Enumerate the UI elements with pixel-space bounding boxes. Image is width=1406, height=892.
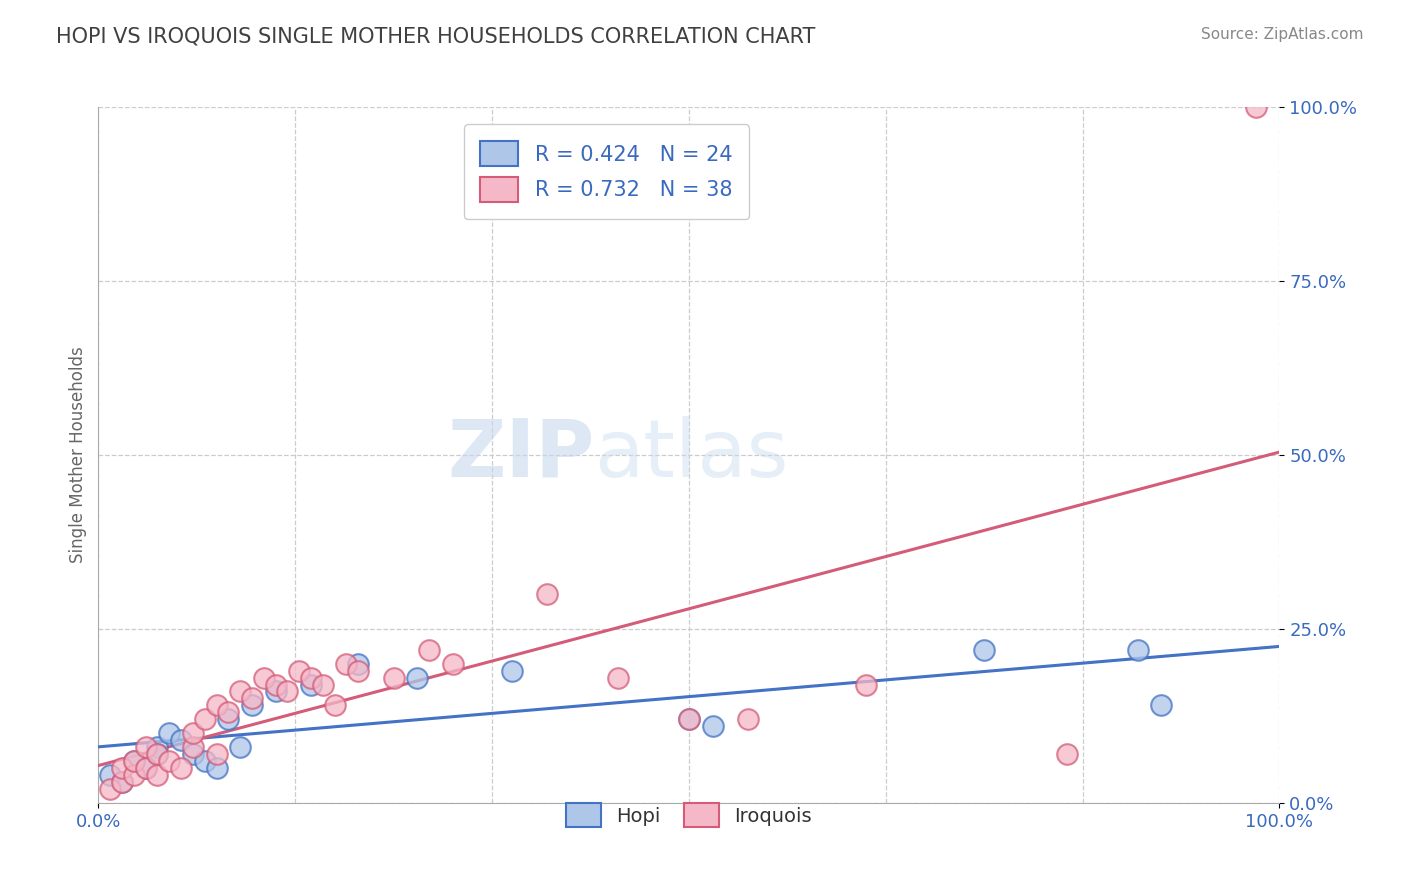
Point bbox=[288, 664, 311, 678]
Point bbox=[181, 740, 204, 755]
Point bbox=[347, 657, 370, 671]
Point bbox=[347, 664, 370, 678]
Point bbox=[1244, 100, 1267, 114]
Point bbox=[146, 740, 169, 755]
Point bbox=[312, 677, 335, 691]
Point bbox=[229, 740, 252, 755]
Point bbox=[441, 657, 464, 671]
Point bbox=[1150, 698, 1173, 713]
Point bbox=[264, 677, 287, 691]
Point bbox=[170, 733, 193, 747]
Point bbox=[253, 671, 276, 685]
Point bbox=[229, 684, 252, 698]
Point bbox=[170, 761, 193, 775]
Point bbox=[111, 775, 134, 789]
Point bbox=[240, 698, 263, 713]
Point bbox=[157, 726, 180, 740]
Point bbox=[122, 754, 145, 768]
Point bbox=[737, 712, 759, 726]
Text: ZIP: ZIP bbox=[447, 416, 595, 494]
Point bbox=[276, 684, 298, 698]
Point bbox=[205, 698, 228, 713]
Point bbox=[264, 684, 287, 698]
Point bbox=[855, 677, 877, 691]
Point bbox=[122, 754, 145, 768]
Text: Source: ZipAtlas.com: Source: ZipAtlas.com bbox=[1201, 27, 1364, 42]
Y-axis label: Single Mother Households: Single Mother Households bbox=[69, 347, 87, 563]
Point bbox=[122, 768, 145, 782]
Point bbox=[217, 706, 239, 720]
Point bbox=[1126, 642, 1149, 657]
Point bbox=[181, 726, 204, 740]
Point bbox=[240, 691, 263, 706]
Point bbox=[973, 642, 995, 657]
Text: atlas: atlas bbox=[595, 416, 789, 494]
Point bbox=[678, 712, 700, 726]
Point bbox=[501, 664, 523, 678]
Point bbox=[146, 747, 169, 761]
Point bbox=[135, 761, 157, 775]
Point bbox=[1056, 747, 1078, 761]
Point bbox=[135, 761, 157, 775]
Point bbox=[194, 712, 217, 726]
Point bbox=[299, 671, 322, 685]
Point bbox=[323, 698, 346, 713]
Point bbox=[205, 747, 228, 761]
Point bbox=[181, 747, 204, 761]
Point bbox=[111, 761, 134, 775]
Point bbox=[418, 642, 440, 657]
Point bbox=[382, 671, 405, 685]
Point bbox=[111, 775, 134, 789]
Point bbox=[98, 781, 121, 796]
Point bbox=[98, 768, 121, 782]
Point bbox=[406, 671, 429, 685]
Legend: Hopi, Iroquois: Hopi, Iroquois bbox=[558, 796, 820, 835]
Point bbox=[217, 712, 239, 726]
Point bbox=[607, 671, 630, 685]
Text: HOPI VS IROQUOIS SINGLE MOTHER HOUSEHOLDS CORRELATION CHART: HOPI VS IROQUOIS SINGLE MOTHER HOUSEHOLD… bbox=[56, 27, 815, 46]
Point bbox=[157, 754, 180, 768]
Point bbox=[146, 768, 169, 782]
Point bbox=[205, 761, 228, 775]
Point bbox=[335, 657, 357, 671]
Point bbox=[135, 740, 157, 755]
Point bbox=[536, 587, 558, 601]
Point bbox=[146, 747, 169, 761]
Point bbox=[299, 677, 322, 691]
Point bbox=[678, 712, 700, 726]
Point bbox=[702, 719, 724, 733]
Point bbox=[194, 754, 217, 768]
